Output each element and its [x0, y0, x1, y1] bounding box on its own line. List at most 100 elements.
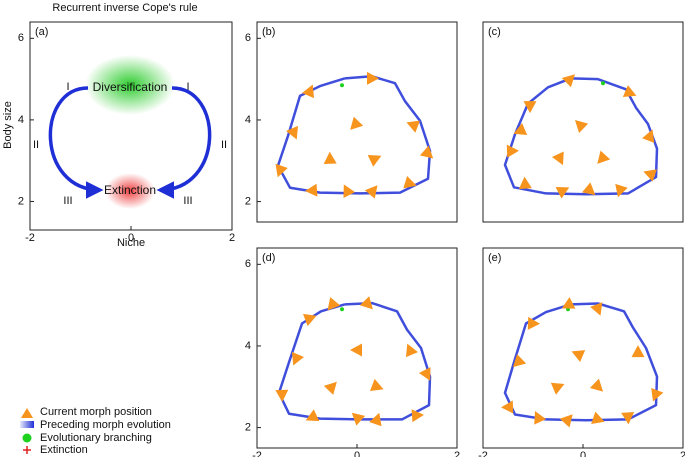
morph-triangle — [550, 382, 565, 395]
panel-label: (a) — [35, 26, 48, 38]
morph-triangle — [642, 129, 655, 143]
phase-label: II — [33, 139, 39, 151]
phase-label: II — [221, 139, 227, 151]
x-tick-label: -2 — [252, 450, 262, 457]
morph-triangle — [275, 389, 289, 402]
y-tick-label: 6 — [245, 258, 251, 270]
morph-triangle — [591, 411, 605, 424]
y-tick-label: 2 — [245, 421, 251, 433]
x-tick-label: 0 — [580, 450, 586, 457]
legend-gradient — [20, 421, 34, 428]
morph-triangle — [364, 185, 378, 199]
y-tick-label: 2 — [245, 195, 251, 207]
legend-label: Current morph position — [40, 406, 152, 418]
morph-triangle — [327, 297, 341, 311]
trajectory — [503, 302, 659, 422]
morph-triangle — [581, 182, 596, 196]
morph-triangle — [534, 411, 547, 425]
morph-triangle — [323, 151, 337, 164]
legend-plus — [23, 446, 31, 454]
x-label: Niche — [117, 237, 145, 249]
trajectory — [276, 75, 432, 195]
morph-triangle — [651, 387, 664, 402]
morph-triangle — [369, 412, 382, 427]
x-tick-label: -2 — [478, 450, 488, 457]
left-arrow — [48, 86, 104, 199]
morph-triangle — [303, 313, 317, 327]
branching-point — [340, 83, 344, 88]
legend-label: Evolutionary branching — [40, 432, 152, 444]
morph-triangle — [411, 409, 424, 423]
morph-triangle — [561, 297, 576, 309]
morph-triangle — [615, 183, 628, 198]
morph-triangle — [561, 74, 576, 88]
y-tick-label: 6 — [18, 32, 24, 44]
morph-triangle — [523, 101, 537, 114]
morph-triangle — [275, 163, 288, 178]
axes-frame — [482, 247, 684, 449]
trajectory — [277, 301, 432, 421]
morph-triangle — [406, 120, 420, 133]
morph-triangle — [590, 302, 603, 316]
phase-label: I — [186, 81, 189, 93]
legend: Current morph position Preceding morph e… — [20, 406, 171, 456]
legend-label: Preceding morph evolution — [40, 419, 171, 431]
legend-dot — [22, 433, 32, 443]
morph-triangle — [350, 116, 364, 130]
y-tick-label: 6 — [245, 32, 251, 44]
morph-triangle — [359, 296, 373, 310]
morph-triangle — [631, 345, 645, 358]
morph-triangle — [419, 145, 434, 159]
morph-triangle — [513, 123, 528, 136]
morph-triangle — [621, 411, 635, 425]
phase-label: I — [66, 81, 69, 93]
morph-triangle — [350, 343, 363, 357]
legend-triangle — [21, 408, 33, 418]
morph-triangle — [597, 150, 611, 164]
morph-triangle — [571, 350, 586, 363]
morph-triangle — [527, 316, 540, 330]
y-tick-label: 4 — [18, 114, 24, 126]
panel-label: (d) — [262, 252, 275, 264]
morph-triangle — [302, 84, 315, 99]
morph-triangle — [305, 409, 320, 422]
title: Recurrent inverse Cope's rule — [52, 2, 197, 14]
morph-triangle — [551, 151, 564, 166]
node-label: Diversification — [93, 80, 168, 94]
panel-label: (e) — [488, 252, 501, 264]
morph-triangle — [351, 412, 366, 426]
node-label: Extinction — [104, 183, 156, 197]
branching-point — [601, 81, 605, 86]
branching-point — [340, 307, 344, 312]
x-tick-label: 0 — [354, 450, 360, 457]
phase-label: III — [63, 195, 72, 207]
panel-label: (b) — [262, 26, 275, 38]
morph-triangle — [622, 85, 637, 98]
x-tick-label: -2 — [25, 232, 35, 244]
morph-triangle — [501, 400, 514, 414]
morph-triangle — [291, 351, 304, 366]
diversification-glow — [85, 55, 175, 115]
x-tick-label: 2 — [454, 450, 460, 457]
morph-triangle — [555, 187, 570, 199]
y-tick-label: 4 — [245, 340, 251, 352]
axes-frame — [256, 21, 458, 223]
panel-label: (c) — [488, 26, 501, 38]
right-arrow — [156, 86, 212, 199]
morph-triangle — [286, 125, 299, 140]
morph-triangle — [403, 175, 417, 189]
morph-triangle — [589, 378, 604, 392]
axes-frame — [482, 21, 684, 223]
morph-triangle — [305, 183, 318, 197]
morph-triangle — [512, 354, 527, 368]
morph-triangle — [518, 176, 532, 190]
morph-triangle — [574, 119, 589, 134]
x-tick-label: 2 — [680, 450, 685, 457]
x-tick-label: 0 — [128, 232, 134, 244]
morph-triangle — [367, 71, 380, 85]
trajectory — [503, 77, 659, 196]
y-tick-label: 2 — [18, 195, 24, 207]
morph-triangle — [418, 367, 431, 381]
morph-triangle — [323, 381, 337, 395]
